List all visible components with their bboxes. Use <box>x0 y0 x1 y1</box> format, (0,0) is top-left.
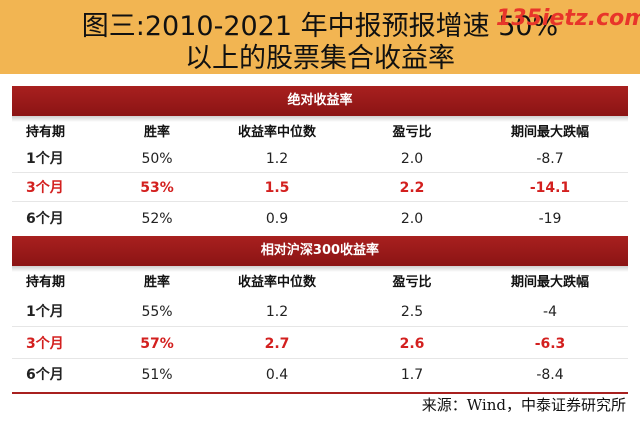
cell-max-drawdown: -8.4 <box>536 367 564 383</box>
cell-max-drawdown: -19 <box>538 211 562 227</box>
header-median-return: 收益率中位数 <box>237 125 316 140</box>
cell-max-drawdown: -6.3 <box>534 336 566 352</box>
header-holding-period: 持有期 <box>26 275 66 290</box>
section-label: 相对沪深300收益率 <box>260 243 380 258</box>
table-row: 6个月 51% 0.4 1.7 -8.4 <box>12 362 628 388</box>
cell-profit-loss-ratio: 1.7 <box>400 367 424 383</box>
cell-win-rate: 52% <box>141 211 173 227</box>
cell-profit-loss-ratio: 2.2 <box>399 180 425 196</box>
cell-period: 1个月 <box>26 304 64 320</box>
cell-median-return: 2.7 <box>264 336 290 352</box>
cell-max-drawdown: -4 <box>543 304 557 320</box>
cell-median-return: 0.4 <box>265 367 289 383</box>
source-note: 来源：Wind，中泰证券研究所 <box>421 396 626 414</box>
header-profit-loss-ratio: 盈亏比 <box>392 125 432 140</box>
cell-median-return: 0.9 <box>265 211 289 227</box>
table-row: 6个月 52% 0.9 2.0 -19 <box>12 206 628 232</box>
cell-win-rate: 53% <box>140 180 174 196</box>
cell-profit-loss-ratio: 2.0 <box>400 211 424 227</box>
header-holding-period: 持有期 <box>26 125 66 140</box>
header-max-drawdown: 期间最大跌幅 <box>510 125 589 140</box>
cell-median-return: 1.2 <box>265 304 289 320</box>
title-line-1: 图三:2010-2021 年中报预报增速 50% <box>81 11 559 42</box>
table-row: 1个月 55% 1.2 2.5 -4 <box>12 299 628 325</box>
cell-median-return: 1.5 <box>264 180 290 196</box>
section-label: 绝对收益率 <box>287 93 353 108</box>
cell-win-rate: 51% <box>141 367 173 383</box>
section-header-absolute: 绝对收益率 <box>12 86 628 122</box>
title-banner: 图三:2010-2021 年中报预报增速 50% 以上的股票集合收益率 135i… <box>0 0 640 74</box>
cell-profit-loss-ratio: 2.5 <box>400 304 424 320</box>
cell-median-return: 1.2 <box>265 151 289 167</box>
table-header-row: 持有期 胜率 收益率中位数 盈亏比 期间最大跌幅 <box>12 120 628 146</box>
cell-win-rate: 50% <box>141 151 173 167</box>
header-max-drawdown: 期间最大跌幅 <box>510 275 589 290</box>
cell-win-rate: 57% <box>140 336 174 352</box>
table-header-row: 持有期 胜率 收益率中位数 盈亏比 期间最大跌幅 <box>12 270 628 296</box>
header-median-return: 收益率中位数 <box>237 275 316 290</box>
table-row-highlighted: 3个月 57% 2.7 2.6 -6.3 <box>12 331 628 357</box>
cell-max-drawdown: -14.1 <box>529 180 571 196</box>
header-profit-loss-ratio: 盈亏比 <box>392 275 432 290</box>
header-win-rate: 胜率 <box>143 275 170 290</box>
bottom-rule <box>12 392 628 394</box>
cell-win-rate: 55% <box>141 304 173 320</box>
cell-period: 3个月 <box>26 336 64 352</box>
cell-period: 6个月 <box>26 211 64 227</box>
header-win-rate: 胜率 <box>143 125 170 140</box>
cell-profit-loss-ratio: 2.6 <box>399 336 425 352</box>
title-line-2: 以上的股票集合收益率 <box>185 43 455 74</box>
table-row-highlighted: 3个月 53% 1.5 2.2 -14.1 <box>12 175 628 201</box>
cell-profit-loss-ratio: 2.0 <box>400 151 424 167</box>
cell-period: 6个月 <box>26 367 64 383</box>
section-header-relative: 相对沪深300收益率 <box>12 236 628 272</box>
cell-max-drawdown: -8.7 <box>536 151 564 167</box>
cell-period: 1个月 <box>26 151 64 167</box>
table-row: 1个月 50% 1.2 2.0 -8.7 <box>12 146 628 172</box>
watermark: 135ietz.com <box>496 6 640 31</box>
cell-period: 3个月 <box>26 180 64 196</box>
